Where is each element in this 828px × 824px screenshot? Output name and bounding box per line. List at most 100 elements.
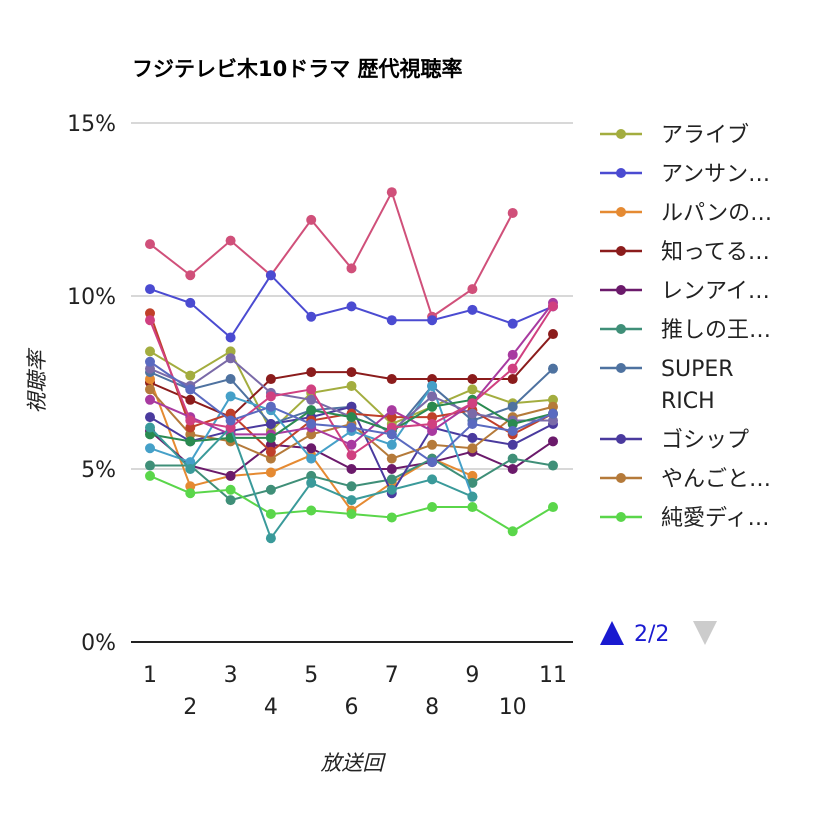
page-up-icon[interactable] — [600, 621, 624, 645]
page-down-icon[interactable] — [693, 621, 717, 645]
data-point[interactable] — [225, 346, 236, 357]
data-point[interactable] — [346, 301, 357, 312]
data-point[interactable] — [185, 488, 196, 499]
data-point[interactable] — [265, 484, 276, 495]
data-point[interactable] — [386, 374, 397, 385]
data-point[interactable] — [265, 453, 276, 464]
legend-item[interactable]: ルパンの… — [600, 201, 772, 226]
legend-item[interactable]: やんごと… — [600, 467, 771, 492]
data-point[interactable] — [507, 526, 518, 537]
data-point[interactable] — [386, 187, 397, 198]
data-point[interactable] — [346, 495, 357, 506]
data-point[interactable] — [386, 422, 397, 433]
data-point[interactable] — [427, 374, 438, 385]
data-point[interactable] — [467, 284, 478, 295]
data-point[interactable] — [145, 346, 155, 357]
data-point[interactable] — [548, 329, 558, 340]
data-point[interactable] — [265, 432, 276, 443]
data-point[interactable] — [225, 408, 236, 419]
data-point[interactable] — [225, 470, 236, 481]
data-point[interactable] — [185, 436, 196, 447]
data-point[interactable] — [548, 460, 558, 471]
data-point[interactable] — [265, 467, 276, 478]
data-point[interactable] — [306, 429, 317, 440]
data-point[interactable] — [145, 374, 155, 385]
data-point[interactable] — [467, 502, 478, 513]
data-point[interactable] — [185, 370, 196, 381]
data-point[interactable] — [548, 408, 558, 419]
legend-item[interactable]: 知ってる… — [600, 240, 770, 265]
data-point[interactable] — [507, 439, 518, 450]
data-point[interactable] — [386, 484, 397, 495]
data-point[interactable] — [427, 502, 438, 513]
legend-item[interactable]: アライブ — [600, 123, 749, 148]
data-point[interactable] — [548, 363, 558, 374]
data-point[interactable] — [467, 374, 478, 385]
data-point[interactable] — [145, 460, 155, 471]
data-point[interactable] — [225, 415, 236, 426]
data-point[interactable] — [306, 505, 317, 516]
data-point[interactable] — [507, 318, 518, 329]
data-point[interactable] — [185, 422, 196, 433]
data-point[interactable] — [386, 453, 397, 464]
data-point[interactable] — [185, 481, 196, 492]
data-point[interactable] — [467, 470, 478, 481]
data-point[interactable] — [145, 470, 155, 481]
data-point[interactable] — [145, 315, 155, 326]
data-point[interactable] — [185, 457, 196, 468]
data-point[interactable] — [548, 436, 558, 447]
data-point[interactable] — [507, 363, 518, 374]
data-point[interactable] — [386, 464, 397, 474]
data-point[interactable] — [467, 491, 478, 502]
legend-item[interactable]: レンアイ… — [600, 279, 770, 304]
data-point[interactable] — [467, 477, 478, 488]
data-point[interactable] — [306, 453, 317, 464]
data-point[interactable] — [427, 401, 438, 412]
data-point[interactable] — [346, 380, 357, 391]
data-point[interactable] — [386, 405, 397, 416]
data-point[interactable] — [306, 394, 317, 405]
data-point[interactable] — [145, 394, 155, 405]
data-point[interactable] — [386, 439, 397, 450]
data-point[interactable] — [145, 239, 155, 250]
data-point[interactable] — [306, 470, 317, 481]
data-point[interactable] — [185, 394, 196, 405]
data-point[interactable] — [265, 446, 276, 457]
data-point[interactable] — [427, 315, 438, 326]
data-point[interactable] — [185, 270, 196, 281]
legend-item[interactable]: 純愛ディ… — [600, 506, 769, 531]
data-point[interactable] — [386, 412, 397, 423]
data-point[interactable] — [306, 443, 317, 454]
data-point[interactable] — [145, 412, 155, 423]
data-point[interactable] — [346, 263, 357, 274]
data-point[interactable] — [145, 356, 155, 367]
data-point[interactable] — [507, 374, 518, 385]
legend-item[interactable]: ゴシップ — [600, 428, 749, 453]
data-point[interactable] — [225, 353, 236, 364]
data-point[interactable] — [145, 429, 155, 440]
data-point[interactable] — [225, 332, 236, 343]
data-point[interactable] — [265, 391, 276, 402]
data-point[interactable] — [427, 457, 438, 468]
data-point[interactable] — [548, 401, 558, 412]
data-point[interactable] — [306, 214, 317, 225]
data-point[interactable] — [306, 477, 317, 488]
data-point[interactable] — [507, 401, 518, 412]
data-point[interactable] — [265, 270, 276, 281]
data-point[interactable] — [386, 512, 397, 523]
data-point[interactable] — [185, 464, 196, 474]
data-point[interactable] — [427, 474, 438, 485]
data-point[interactable] — [467, 432, 478, 443]
data-point[interactable] — [346, 481, 357, 492]
data-point[interactable] — [467, 398, 478, 409]
data-point[interactable] — [225, 391, 236, 402]
legend-item[interactable]: SUPER RICH — [600, 357, 734, 414]
data-point[interactable] — [467, 304, 478, 315]
data-point[interactable] — [386, 429, 397, 440]
data-point[interactable] — [346, 464, 357, 474]
data-point[interactable] — [185, 384, 196, 395]
data-point[interactable] — [265, 419, 276, 430]
data-point[interactable] — [346, 439, 357, 450]
data-point[interactable] — [265, 533, 276, 544]
data-point[interactable] — [427, 439, 438, 450]
